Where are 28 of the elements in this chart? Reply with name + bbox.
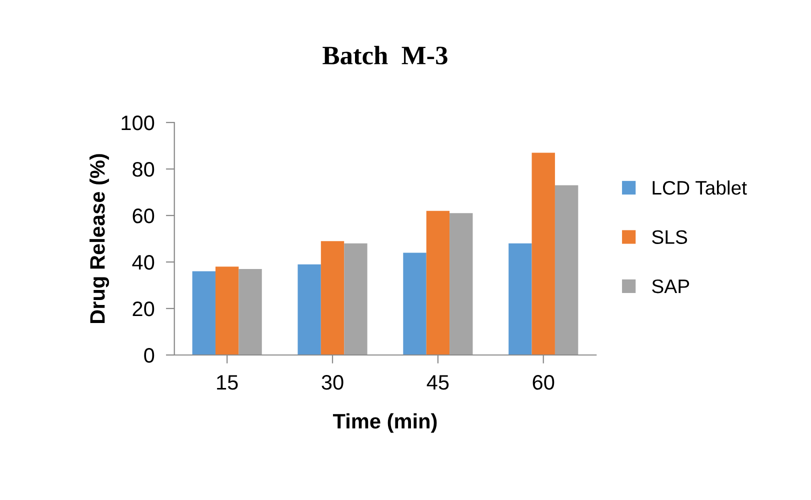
- y-tick-label: 80: [132, 162, 154, 177]
- chart-title: Batch M-3: [322, 46, 448, 64]
- y-tick-label: 100: [122, 116, 154, 130]
- bar: [320, 241, 344, 355]
- bar: [215, 266, 239, 355]
- legend-label: SAP: [652, 279, 690, 294]
- x-tick-label: 30: [322, 374, 344, 390]
- legend-label: LCD Tablet: [652, 180, 747, 195]
- x-tick-label: 45: [426, 375, 449, 390]
- x-tick-label: 60: [532, 374, 554, 390]
- bar: [532, 152, 555, 355]
- bar: [450, 213, 473, 355]
- y-tick-label: 60: [132, 208, 154, 224]
- bar: [403, 252, 426, 355]
- bar: [344, 243, 368, 355]
- bar: [238, 268, 262, 355]
- y-axis-title: Drug Release (%): [90, 154, 110, 324]
- bar: [508, 243, 532, 355]
- bar: [426, 210, 450, 355]
- bar: [192, 271, 216, 355]
- x-axis-title: Time (min): [332, 413, 437, 433]
- bar: [554, 185, 578, 355]
- y-tick-label: 40: [132, 255, 154, 270]
- y-tick-label: 20: [132, 302, 154, 316]
- x-tick-label: 15: [217, 375, 238, 390]
- bar: [298, 264, 321, 355]
- legend-label: SLS: [652, 230, 688, 244]
- y-tick-label: 0: [144, 348, 154, 363]
